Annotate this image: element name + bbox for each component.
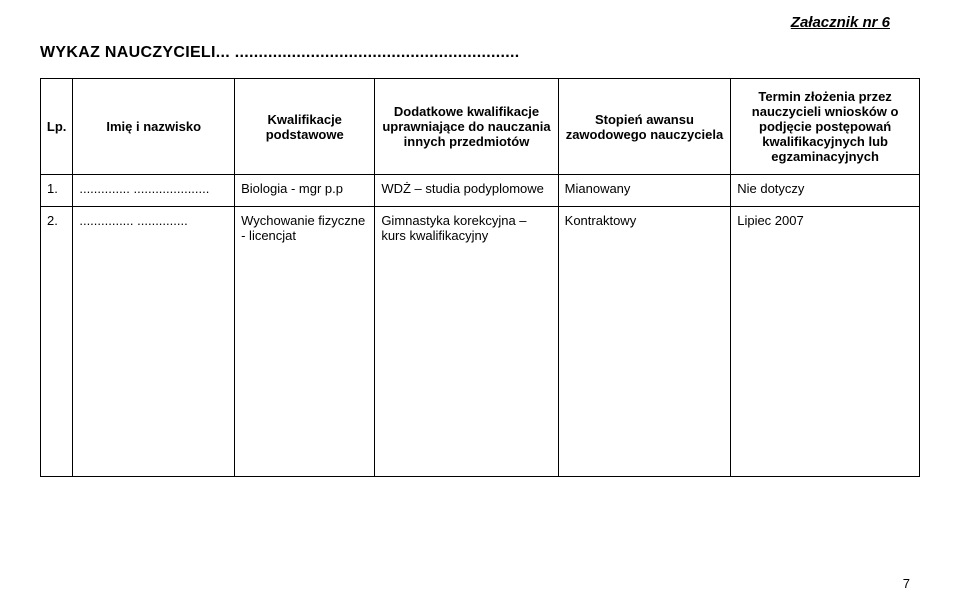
cell-kw: Biologia - mgr p.p — [235, 175, 375, 207]
attachment-label: Załacznik nr 6 — [791, 14, 890, 31]
table-row: 2. ............... .............. Wychow… — [41, 207, 920, 477]
col-header-st: Stopień awansu zawodowego nauczyciela — [558, 79, 731, 175]
cell-name: .............. ..................... — [73, 175, 235, 207]
cell-kw: Wychowanie fizyczne - licencjat — [235, 207, 375, 477]
table-row: 1. .............. ..................... … — [41, 175, 920, 207]
cell-name: ............... .............. — [73, 207, 235, 477]
teachers-table: Lp. Imię i nazwisko Kwalifikacje podstaw… — [40, 78, 920, 477]
cell-lp: 1. — [41, 175, 73, 207]
col-header-kw: Kwalifikacje podstawowe — [235, 79, 375, 175]
cell-lp: 2. — [41, 207, 73, 477]
document-title: WYKAZ NAUCZYCIELI... ...................… — [40, 44, 920, 62]
cell-tz: Lipiec 2007 — [731, 207, 920, 477]
col-header-tz: Termin złożenia przez nauczycieli wniosk… — [731, 79, 920, 175]
cell-dk: WDŻ – studia podyplomowe — [375, 175, 558, 207]
page-number: 7 — [903, 576, 910, 591]
cell-st: Mianowany — [558, 175, 731, 207]
cell-st: Kontraktowy — [558, 207, 731, 477]
col-header-name: Imię i nazwisko — [73, 79, 235, 175]
table-header-row: Lp. Imię i nazwisko Kwalifikacje podstaw… — [41, 79, 920, 175]
col-header-lp: Lp. — [41, 79, 73, 175]
cell-dk: Gimnastyka korekcyjna – kurs kwalifikacy… — [375, 207, 558, 477]
cell-tz: Nie dotyczy — [731, 175, 920, 207]
page-container: Załacznik nr 6 WYKAZ NAUCZYCIELI... ....… — [0, 0, 960, 603]
col-header-dk: Dodatkowe kwalifikacje uprawniające do n… — [375, 79, 558, 175]
